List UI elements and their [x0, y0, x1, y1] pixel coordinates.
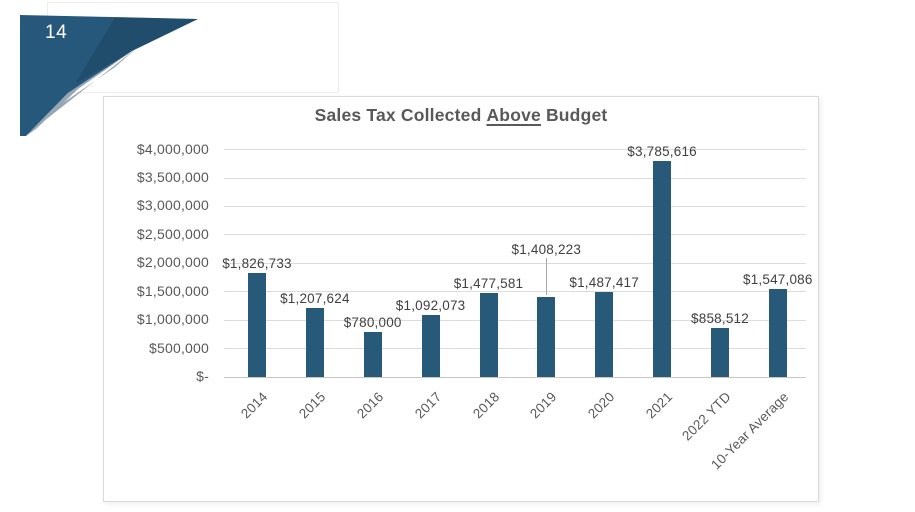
chart-card: Sales Tax Collected Above Budget $4,000,… [103, 96, 819, 502]
bar-10-year-average [768, 288, 787, 377]
data-label: $1,408,223 [511, 242, 582, 257]
gridline [224, 177, 806, 179]
x-axis-label: 2017 [411, 389, 445, 422]
y-axis-label: $1,000,000 [136, 311, 209, 328]
data-label: $1,092,073 [395, 297, 466, 313]
bar-2017 [421, 314, 440, 377]
gridline [224, 205, 806, 207]
data-label: $858,512 [691, 310, 749, 326]
chart-title-underlined-word: Above [486, 105, 541, 125]
x-axis-label: 2018 [469, 389, 503, 422]
y-axis-label: $500,000 [149, 339, 209, 356]
data-label: $1,826,733 [222, 255, 292, 271]
data-label: $1,487,417 [569, 275, 639, 290]
y-axis-label: $2,500,000 [136, 225, 209, 242]
y-axis-label: $3,000,000 [136, 197, 209, 214]
gridline [224, 376, 806, 378]
chart-title-prefix: Sales Tax Collected [314, 105, 482, 125]
gridline [224, 262, 806, 264]
gridline [224, 234, 806, 236]
slide-number: 14 [45, 22, 68, 43]
gridline [224, 348, 806, 350]
corner-decoration [20, 15, 198, 136]
bar-2019 [537, 296, 556, 377]
bar-2020 [595, 292, 614, 377]
bar-2014 [248, 272, 266, 377]
chart-title: Sales Tax Collected Above Budget [104, 105, 818, 126]
bar-2015 [305, 308, 324, 377]
y-axis-label: $1,500,000 [136, 282, 209, 299]
gridline [224, 319, 806, 321]
leader-line [546, 258, 548, 295]
y-axis-label: $- [196, 368, 209, 385]
gridline [224, 291, 806, 293]
bar-2021 [653, 161, 672, 377]
bar-2018 [479, 292, 498, 377]
gridline [224, 149, 806, 150]
data-label: $1,207,624 [280, 291, 350, 306]
x-axis-label: 2022 YTD [679, 389, 734, 444]
data-label: $1,547,086 [743, 271, 813, 287]
data-label: $780,000 [343, 315, 402, 331]
x-axis-label: 2021 [643, 389, 676, 422]
data-label: $1,477,581 [453, 275, 524, 291]
x-axis-label: 2016 [353, 389, 387, 422]
chart-title-suffix: Budget [545, 105, 608, 125]
bar-2022-ytd [711, 327, 729, 377]
x-axis-label: 2019 [527, 389, 560, 422]
bar-2016 [363, 332, 382, 377]
y-axis-label: $2,000,000 [136, 254, 209, 271]
y-axis-label: $3,500,000 [136, 169, 209, 185]
x-axis-label: 2020 [585, 389, 618, 422]
data-label: $3,785,616 [627, 144, 697, 160]
x-axis-label: 2015 [296, 389, 329, 422]
y-axis-label: $4,000,000 [136, 140, 209, 157]
x-axis-label: 2014 [238, 389, 271, 422]
